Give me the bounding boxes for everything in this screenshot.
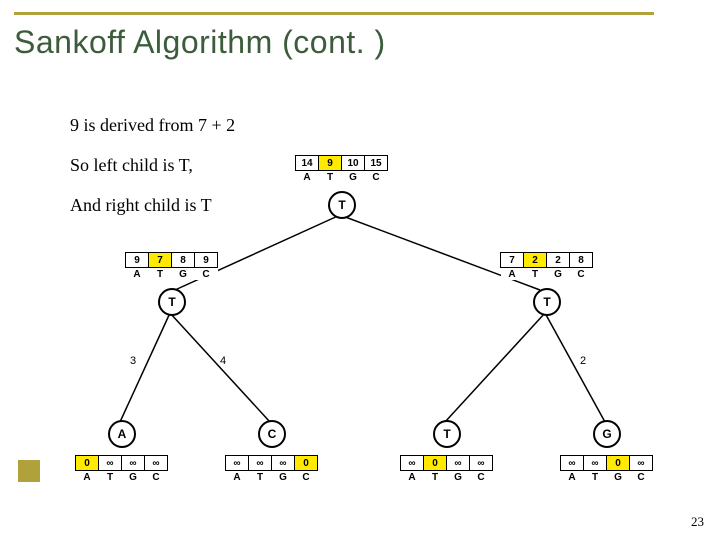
cell: 2 <box>524 253 547 268</box>
cell: ∞ <box>561 456 584 471</box>
cost-table-right: 7 2 2 8 A T G C <box>500 252 593 280</box>
edge-label-c: 4 <box>220 355 226 367</box>
cell: 9 <box>195 253 218 268</box>
node-g: G <box>593 420 621 448</box>
letter: G <box>607 471 630 484</box>
letter: T <box>99 471 122 484</box>
letter: C <box>365 171 388 184</box>
edge-label-a: 3 <box>130 355 136 367</box>
cell: 7 <box>149 253 172 268</box>
node-a: A <box>108 420 136 448</box>
node-c: C <box>258 420 286 448</box>
cell: ∞ <box>145 456 168 471</box>
letter: C <box>470 471 493 484</box>
letter: A <box>561 471 584 484</box>
letter: G <box>342 171 365 184</box>
cell: ∞ <box>401 456 424 471</box>
letter: C <box>570 268 593 281</box>
cost-table-left: 9 7 8 9 A T G C <box>125 252 218 280</box>
letter: C <box>145 471 168 484</box>
page-title: Sankoff Algorithm (cont. ) <box>14 18 386 61</box>
node-right: T <box>533 288 561 316</box>
cell: 8 <box>172 253 195 268</box>
letter: A <box>296 171 319 184</box>
cell: 0 <box>424 456 447 471</box>
cell: 0 <box>295 456 318 471</box>
cell: ∞ <box>99 456 122 471</box>
letter: C <box>195 268 218 281</box>
letter: C <box>295 471 318 484</box>
cost-table-g: ∞ ∞ 0 ∞ A T G C <box>560 455 653 483</box>
tree-edges <box>70 155 690 505</box>
cell: 8 <box>570 253 593 268</box>
body-line-1: 9 is derived from 7 + 2 <box>70 115 235 136</box>
cell: ∞ <box>630 456 653 471</box>
tree-diagram: 3 4 2 T T T A C T G 14 9 10 15 A T G C <box>70 155 690 505</box>
cell: 2 <box>547 253 570 268</box>
letter: T <box>524 268 547 281</box>
node-root: T <box>328 191 356 219</box>
page-number: 23 <box>691 514 704 530</box>
cost-table-c: ∞ ∞ ∞ 0 A T G C <box>225 455 318 483</box>
cost-table-t: ∞ 0 ∞ ∞ A T G C <box>400 455 493 483</box>
cell: ∞ <box>470 456 493 471</box>
letter: G <box>447 471 470 484</box>
cell: 14 <box>296 156 319 171</box>
letter: A <box>226 471 249 484</box>
letter: G <box>547 268 570 281</box>
letter: T <box>249 471 272 484</box>
letter: A <box>126 268 149 281</box>
letter: T <box>584 471 607 484</box>
cell: ∞ <box>226 456 249 471</box>
letter: G <box>272 471 295 484</box>
node-left: T <box>158 288 186 316</box>
cost-table-root: 14 9 10 15 A T G C <box>295 155 388 183</box>
cell: 7 <box>501 253 524 268</box>
letter: T <box>149 268 172 281</box>
letter: A <box>501 268 524 281</box>
cell: 9 <box>319 156 342 171</box>
title-rule <box>14 12 654 15</box>
cost-table-a: 0 ∞ ∞ ∞ A T G C <box>75 455 168 483</box>
letter: A <box>401 471 424 484</box>
edge-label-g: 2 <box>580 355 586 367</box>
title-block: Sankoff Algorithm (cont. ) <box>14 18 386 61</box>
letter: G <box>172 268 195 281</box>
letter: A <box>76 471 99 484</box>
slide: Sankoff Algorithm (cont. ) 9 is derived … <box>0 0 720 540</box>
cell: 10 <box>342 156 365 171</box>
cell: 9 <box>126 253 149 268</box>
node-t: T <box>433 420 461 448</box>
letter: T <box>424 471 447 484</box>
cell: ∞ <box>122 456 145 471</box>
accent-square-icon <box>18 460 40 482</box>
cell: 0 <box>607 456 630 471</box>
cell: ∞ <box>272 456 295 471</box>
letter: T <box>319 171 342 184</box>
letter: C <box>630 471 653 484</box>
cell: 15 <box>365 156 388 171</box>
cell: ∞ <box>447 456 470 471</box>
cell: ∞ <box>584 456 607 471</box>
cell: 0 <box>76 456 99 471</box>
letter: G <box>122 471 145 484</box>
cell: ∞ <box>249 456 272 471</box>
